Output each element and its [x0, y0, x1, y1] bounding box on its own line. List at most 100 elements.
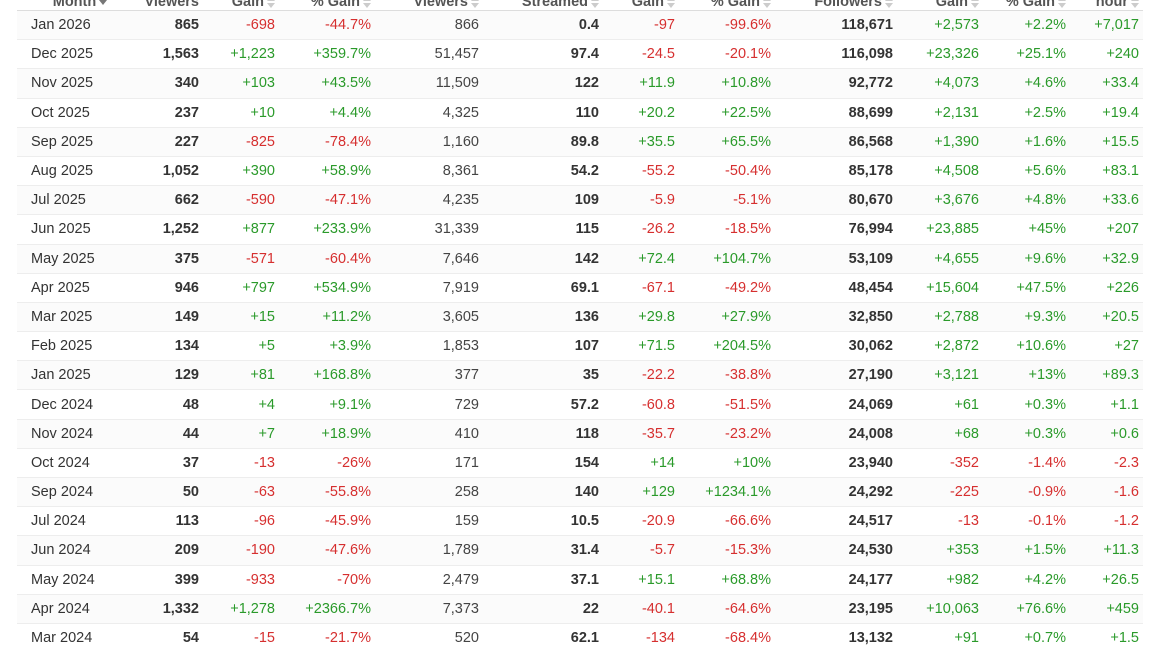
cell-followers-pct-gain: +4.6% — [983, 68, 1070, 99]
cell-month: Nov 2025 — [17, 68, 127, 99]
cell-followers: 30,062 — [775, 331, 897, 362]
sort-icon — [763, 0, 771, 9]
cell-per-hour: +1.5 — [1070, 623, 1143, 646]
sort-icon — [363, 0, 371, 9]
column-header-viewers-pct-gain[interactable]: % Gain — [279, 0, 375, 11]
cell-viewers: 375 — [127, 244, 203, 274]
sort-icon — [1131, 0, 1139, 9]
cell-followers: 24,517 — [775, 506, 897, 537]
cell-per-hour: +20.5 — [1070, 302, 1143, 333]
column-header-followers-gain[interactable]: Gain — [897, 0, 983, 11]
column-header-per-hour[interactable]: hour — [1070, 0, 1143, 11]
cell-viewers: 37 — [127, 448, 203, 479]
cell-streamed-gain: +14 — [603, 448, 679, 479]
cell-streamed: 69.1 — [483, 273, 603, 303]
column-header-peak-viewers[interactable]: Viewers — [375, 0, 483, 11]
cell-streamed: 109 — [483, 185, 603, 216]
table-row: Apr 2025 946 +797 +534.9% 7,919 69.1 -67.1 -49.… — [17, 273, 1143, 303]
cell-viewers-gain: -96 — [203, 506, 279, 537]
cell-per-hour: +26.5 — [1070, 565, 1143, 595]
column-header-streamed[interactable]: Streamed — [483, 0, 603, 11]
cell-per-hour: +33.4 — [1070, 68, 1143, 99]
table-row: Mar 2025 149 +15 +11.2% 3,605 136 +29.8 +27.9% 3… — [17, 302, 1143, 333]
cell-streamed-pct-gain: -49.2% — [679, 273, 775, 303]
table-row: Nov 2025 340 +103 +43.5% 11,509 122 +11.9 +10.8… — [17, 68, 1143, 99]
column-header-month[interactable]: Month — [17, 0, 127, 11]
cell-followers: 23,940 — [775, 448, 897, 479]
column-header-streamed-gain[interactable]: Gain — [603, 0, 679, 11]
cell-per-hour: -2.3 — [1070, 448, 1143, 479]
column-header-streamed-pct-gain[interactable]: % Gain — [679, 0, 775, 11]
table-row: Sep 2024 50 -63 -55.8% 258 140 +129 +1234.1% 24,… — [17, 477, 1143, 508]
cell-streamed-pct-gain: -20.1% — [679, 39, 775, 70]
cell-followers: 13,132 — [775, 623, 897, 646]
cell-streamed: 154 — [483, 448, 603, 479]
cell-month: Feb 2025 — [17, 331, 127, 362]
table-row: Oct 2025 237 +10 +4.4% 4,325 110 +20.2 +22.5% 88… — [17, 98, 1143, 128]
cell-month: Mar 2024 — [17, 623, 127, 646]
column-header-viewers-gain[interactable]: Gain — [203, 0, 279, 11]
cell-followers-pct-gain: +1.5% — [983, 535, 1070, 566]
cell-viewers-pct-gain: -26% — [279, 448, 375, 479]
cell-viewers: 134 — [127, 331, 203, 362]
cell-streamed-pct-gain: -68.4% — [679, 623, 775, 646]
cell-viewers-pct-gain: -55.8% — [279, 477, 375, 508]
cell-peak-viewers: 7,919 — [375, 273, 483, 303]
cell-peak-viewers: 258 — [375, 477, 483, 508]
cell-streamed-pct-gain: -5.1% — [679, 185, 775, 216]
cell-followers: 92,772 — [775, 68, 897, 99]
cell-streamed: 31.4 — [483, 535, 603, 566]
cell-followers-pct-gain: +0.7% — [983, 623, 1070, 646]
cell-viewers-gain: +4 — [203, 389, 279, 420]
cell-viewers-pct-gain: +2366.7% — [279, 594, 375, 624]
cell-followers: 118,671 — [775, 10, 897, 41]
cell-month: Mar 2025 — [17, 302, 127, 333]
cell-viewers-pct-gain: -70% — [279, 565, 375, 595]
cell-viewers-pct-gain: -60.4% — [279, 244, 375, 274]
cell-per-hour: +19.4 — [1070, 98, 1143, 128]
cell-followers-pct-gain: +47.5% — [983, 273, 1070, 303]
table-row: Jul 2025 662 -590 -47.1% 4,235 109 -5.9 -5.1% 80… — [17, 185, 1143, 216]
cell-viewers-gain: -190 — [203, 535, 279, 566]
cell-streamed-pct-gain: +65.5% — [679, 127, 775, 157]
cell-month: May 2025 — [17, 244, 127, 274]
cell-viewers: 1,332 — [127, 594, 203, 624]
cell-viewers: 399 — [127, 565, 203, 595]
cell-viewers-pct-gain: +3.9% — [279, 331, 375, 362]
column-header-followers-pct-gain[interactable]: % Gain — [983, 0, 1070, 11]
cell-per-hour: +1.1 — [1070, 389, 1143, 420]
cell-viewers-pct-gain: +43.5% — [279, 68, 375, 99]
cell-followers-gain: +982 — [897, 565, 983, 595]
cell-streamed-pct-gain: +204.5% — [679, 331, 775, 362]
sort-icon — [971, 0, 979, 9]
cell-viewers-pct-gain: -47.1% — [279, 185, 375, 216]
cell-month: Jan 2026 — [17, 10, 127, 41]
cell-streamed-pct-gain: -50.4% — [679, 156, 775, 187]
cell-viewers-pct-gain: +359.7% — [279, 39, 375, 70]
cell-viewers: 865 — [127, 10, 203, 41]
cell-viewers-gain: -63 — [203, 477, 279, 508]
cell-followers-pct-gain: +13% — [983, 360, 1070, 391]
table-row: Jul 2024 113 -96 -45.9% 159 10.5 -20.9 -66.6% 24… — [17, 506, 1143, 537]
cell-peak-viewers: 520 — [375, 623, 483, 646]
column-header-followers[interactable]: Followers — [775, 0, 897, 11]
cell-streamed-pct-gain: +10% — [679, 448, 775, 479]
cell-viewers: 50 — [127, 477, 203, 508]
cell-streamed-gain: -97 — [603, 10, 679, 41]
cell-streamed-gain: -20.9 — [603, 506, 679, 537]
column-header-label: hour — [1095, 0, 1128, 10]
cell-streamed: 122 — [483, 68, 603, 99]
cell-viewers-pct-gain: -21.7% — [279, 623, 375, 646]
cell-viewers-gain: -933 — [203, 565, 279, 595]
cell-peak-viewers: 1,853 — [375, 331, 483, 362]
cell-month: Sep 2024 — [17, 477, 127, 508]
cell-streamed: 142 — [483, 244, 603, 274]
cell-streamed-pct-gain: -38.8% — [679, 360, 775, 391]
cell-streamed: 140 — [483, 477, 603, 508]
cell-streamed: 37.1 — [483, 565, 603, 595]
column-header-viewers[interactable]: Viewers — [127, 0, 203, 11]
cell-viewers-pct-gain: +11.2% — [279, 302, 375, 333]
cell-followers-gain: +2,788 — [897, 302, 983, 333]
cell-streamed: 35 — [483, 360, 603, 391]
